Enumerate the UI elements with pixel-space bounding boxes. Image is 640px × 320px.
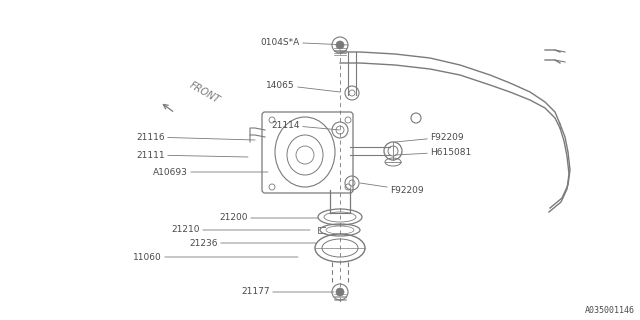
Circle shape [336, 288, 344, 296]
Text: 21111: 21111 [136, 150, 248, 159]
Text: 21200: 21200 [220, 213, 318, 222]
Text: 21177: 21177 [241, 287, 334, 297]
Text: F92209: F92209 [360, 183, 424, 195]
Text: FRONT: FRONT [188, 80, 222, 105]
Text: 21114: 21114 [271, 121, 340, 130]
Text: A035001146: A035001146 [585, 306, 635, 315]
Text: 21210: 21210 [172, 226, 310, 235]
Circle shape [336, 41, 344, 49]
Text: 14065: 14065 [266, 81, 340, 92]
Text: 11060: 11060 [133, 252, 298, 261]
Text: H615081: H615081 [395, 148, 471, 156]
Text: 0104S*A: 0104S*A [260, 37, 348, 46]
Text: F92209: F92209 [395, 132, 463, 142]
Text: 21236: 21236 [189, 238, 316, 247]
Text: 21116: 21116 [136, 132, 255, 141]
Text: A10693: A10693 [153, 167, 268, 177]
